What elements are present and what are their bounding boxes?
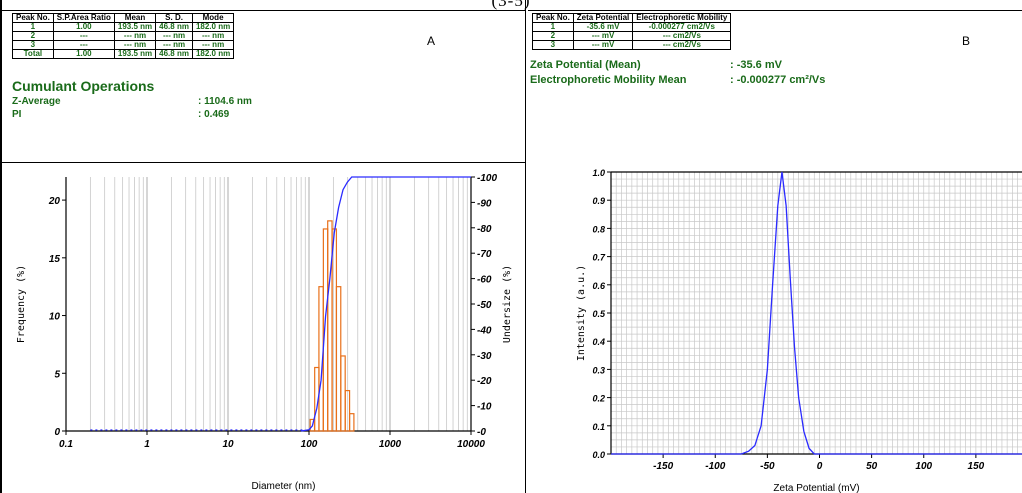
x-tick-label: 100 xyxy=(301,439,318,450)
table-cell: 193.5 nm xyxy=(113,49,157,59)
y2-tick-label: -100 xyxy=(477,173,497,184)
size-distribution-chart: 0.1 1 10 100 1000 10000 0 5 10 15 20 -0 -10 -20 -30 -40… xyxy=(16,173,513,492)
x-tick-label: 0.1 xyxy=(59,439,73,450)
x-tick-label: 1 xyxy=(144,439,150,450)
panel-a: Peak No. S.P.Area Ratio Mean S. D. Mode 1 1.0… xyxy=(0,0,526,493)
y2-tick-label: -10 xyxy=(477,402,492,413)
zeta-mean-value: : -35.6 mV xyxy=(730,59,782,71)
x-tick-label: 50 xyxy=(866,461,878,472)
y-tick-label: 0.3 xyxy=(592,365,605,375)
y-tick-label: 0.5 xyxy=(592,309,606,319)
x-tick-label: -100 xyxy=(705,461,725,472)
y2-tick-label: -70 xyxy=(477,249,492,260)
peak-table-a: Peak No. S.P.Area Ratio Mean S. D. Mode 1 1.0… xyxy=(12,13,235,59)
table-row: 3 --- --- nm --- nm --- nm xyxy=(12,40,235,50)
table-cell: 3 xyxy=(532,40,574,50)
y-tick-label: 0.8 xyxy=(592,224,605,234)
panel-a-letter: A xyxy=(427,34,436,48)
y2-tick-label: -60 xyxy=(477,275,492,286)
zeta-line xyxy=(611,171,1022,455)
table-cell: 46.8 nm xyxy=(155,49,193,59)
panel-a-divider xyxy=(2,162,525,163)
figure-caption-cut: (3-5) xyxy=(491,0,531,10)
y-tick-label: 0.0 xyxy=(592,450,605,460)
x-tick-label: 10 xyxy=(222,439,234,450)
x-tick-label: 0 xyxy=(817,461,823,472)
table-row: Total 1.00 193.5 nm 46.8 nm 182.0 nm xyxy=(12,49,235,59)
y2-axis-label: Undersize (%) xyxy=(502,265,513,343)
y-tick-label: 0.2 xyxy=(592,394,605,404)
y2-tick-label: -90 xyxy=(477,198,492,209)
x-tick-label: -150 xyxy=(653,461,673,472)
y-tick-label: 15 xyxy=(49,254,61,265)
y2-tick-label: -20 xyxy=(477,376,492,387)
y-tick-label: 0.7 xyxy=(592,253,606,263)
peak-table-b: Peak No. Zeta Potential Electrophoretic Mo… xyxy=(532,13,732,50)
y-tick-label: 5 xyxy=(54,369,60,380)
table-row: 3 --- mV --- cm2/Vs xyxy=(532,40,732,50)
table-cell: 182.0 nm xyxy=(191,49,235,59)
pi-label: PI xyxy=(12,109,22,120)
panel-b-top-rule xyxy=(528,10,1022,11)
table-row: 1 -35.6 mV -0.000277 cm2/Vs xyxy=(532,22,732,32)
y-tick-label: 0.6 xyxy=(592,281,606,291)
table-cell: Total xyxy=(12,49,54,59)
x-tick-label: 1000 xyxy=(379,439,402,450)
x-tick-label: 10000 xyxy=(457,439,485,450)
table-row: 2 --- mV --- cm2/Vs xyxy=(532,31,732,41)
y-tick-label: 0 xyxy=(54,427,60,438)
y-tick-label: 20 xyxy=(48,196,61,207)
histogram-bar xyxy=(327,220,333,432)
histogram-bar xyxy=(340,355,346,432)
zeta-mean-label: Zeta Potential (Mean) xyxy=(530,59,641,71)
y-tick-label: 0.1 xyxy=(592,422,605,432)
zeta-potential-chart: -150 -100 -50 0 50 100 150 0.0 0.1 0.2 0.3 0.4 0.5 0.… xyxy=(576,168,1022,493)
x-tick-label: 100 xyxy=(915,461,932,472)
histogram-bar xyxy=(331,228,338,432)
panel-b-letter: B xyxy=(962,34,971,48)
table-cell: --- mV xyxy=(572,40,634,50)
histogram-bar xyxy=(335,286,342,432)
mobility-mean-value: : -0.000277 cm²/Vs xyxy=(730,74,826,86)
histogram-bar xyxy=(348,413,355,432)
x-axis-label: Zeta Potential (mV) xyxy=(773,483,859,493)
y-tick-label: 1.0 xyxy=(592,168,605,178)
x-tick-label: 150 xyxy=(968,461,985,472)
panel-a-top-rule xyxy=(2,10,525,11)
x-tick-label: -50 xyxy=(760,461,775,472)
histogram-bar xyxy=(344,389,351,432)
panel-b: Peak No. Zeta Potential Electrophoretic Mo… xyxy=(528,0,1022,493)
y-tick-label: 0.9 xyxy=(592,196,605,206)
cumulative-line xyxy=(301,176,471,432)
y-axis-label: Frequency (%) xyxy=(16,265,27,343)
x-axis-label: Diameter (nm) xyxy=(252,481,316,492)
mobility-mean-label: Electrophoretic Mobility Mean xyxy=(530,74,687,86)
y2-tick-label: -50 xyxy=(477,300,492,311)
pi-value: : 0.469 xyxy=(198,109,230,120)
table-cell: --- cm2/Vs xyxy=(632,40,732,50)
y-axis-label: Intensity (a.u.) xyxy=(576,265,587,361)
table-cell: 1.00 xyxy=(52,49,115,59)
y2-tick-label: -30 xyxy=(477,351,492,362)
y2-tick-label: -80 xyxy=(477,224,492,235)
y2-tick-label: -40 xyxy=(477,325,492,336)
cumulant-title: Cumulant Operations xyxy=(12,78,155,94)
z-average-value: : 1104.6 nm xyxy=(198,96,252,107)
y-tick-label: 0.4 xyxy=(592,337,605,347)
y-tick-label: 10 xyxy=(49,312,61,323)
y2-tick-label: -0 xyxy=(477,427,486,438)
z-average-label: Z-Average xyxy=(12,96,61,107)
